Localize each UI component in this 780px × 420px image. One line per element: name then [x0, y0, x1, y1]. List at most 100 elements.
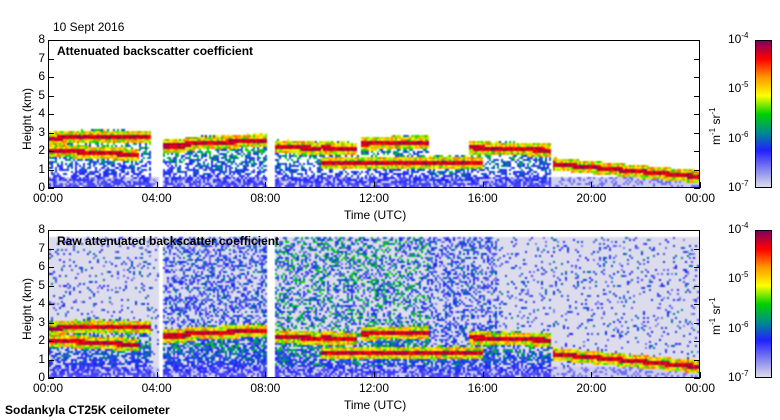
x-tick-label: 08:00 [250, 381, 281, 395]
plot-title: Attenuated backscatter coefficient [57, 44, 254, 58]
x-tick-label: 04:00 [141, 191, 172, 205]
x-tick [374, 182, 375, 188]
x-tick-label: 00:00 [32, 381, 64, 395]
y-tick [694, 40, 700, 41]
y-tick-label: 5 [38, 277, 45, 292]
colorbar-tick-label: 10-5 [728, 270, 749, 286]
y-tick [48, 151, 54, 152]
y-tick [48, 58, 54, 60]
x-tick-label: 08:00 [250, 191, 281, 205]
x-tick-label: 12:00 [358, 191, 390, 205]
y-tick [694, 322, 700, 324]
x-tick [591, 182, 593, 188]
x-tick-label: 04:00 [141, 381, 172, 395]
y-tick [694, 267, 700, 268]
x-axis-label: Time (UTC) [344, 208, 407, 222]
y-tick-label: 2 [38, 143, 45, 157]
y-tick [694, 114, 700, 115]
y-tick [48, 132, 54, 134]
y-tick [694, 58, 700, 60]
y-tick [48, 114, 54, 115]
heatmap-plot: Raw attenuated backscatter coefficient [48, 230, 700, 378]
x-tick [374, 372, 375, 378]
x-tick-label: 12:00 [358, 381, 390, 395]
y-tick [694, 304, 700, 305]
y-tick-label: 1 [38, 351, 45, 366]
y-tick [48, 341, 54, 342]
y-tick [48, 230, 54, 231]
y-tick [694, 188, 700, 189]
colorbar [755, 230, 772, 378]
y-tick-label: 5 [38, 87, 45, 102]
y-tick [694, 378, 700, 379]
x-tick [700, 182, 701, 188]
colorbar [755, 40, 772, 188]
x-tick [700, 372, 701, 378]
y-tick [694, 169, 700, 171]
x-tick-label: 00:00 [684, 191, 716, 205]
y-tick-label: 0 [38, 370, 45, 384]
x-tick [591, 372, 593, 378]
colorbar-tick-label: 10-4 [728, 221, 749, 236]
y-tick-label: 3 [38, 124, 45, 139]
y-tick [694, 230, 700, 231]
colorbar-tick-label: 10-6 [728, 319, 749, 335]
y-tick-label: 8 [38, 32, 45, 46]
x-axis-label: Time (UTC) [344, 398, 407, 412]
y-tick [694, 341, 700, 342]
x-tick [48, 182, 49, 188]
y-tick [48, 188, 54, 189]
y-tick [694, 95, 700, 97]
colorbar-tick-label: 10-4 [728, 31, 749, 46]
y-tick-label: 3 [38, 314, 45, 329]
y-tick-label: 6 [38, 69, 45, 83]
y-tick [48, 304, 54, 305]
x-tick [265, 372, 267, 378]
x-tick [48, 372, 49, 378]
y-tick [48, 169, 54, 171]
date-label: 10 Sept 2016 [53, 20, 125, 34]
y-tick-label: 8 [38, 222, 45, 236]
y-tick-label: 4 [38, 106, 45, 120]
x-tick [156, 372, 158, 378]
y-tick-label: 7 [38, 240, 45, 255]
y-tick [48, 248, 54, 250]
colorbar-tick-label: 10-7 [728, 179, 749, 194]
y-tick-label: 0 [38, 180, 45, 194]
x-tick-label: 00:00 [32, 191, 64, 205]
x-tick [482, 182, 484, 188]
y-tick-label: 1 [38, 161, 45, 176]
x-tick [482, 372, 484, 378]
y-tick [694, 151, 700, 152]
y-tick [48, 267, 54, 268]
x-tick-label: 16:00 [467, 191, 498, 205]
y-tick [694, 248, 700, 250]
y-tick [48, 378, 54, 379]
y-tick-label: 2 [38, 333, 45, 347]
y-tick [48, 77, 54, 78]
y-tick-label: 6 [38, 259, 45, 273]
instrument-label: Sodankyla CT25K ceilometer [5, 403, 170, 417]
y-tick [48, 359, 54, 361]
x-tick-label: 20:00 [576, 381, 607, 395]
x-tick-label: 20:00 [576, 191, 607, 205]
backscatter-heatmap [49, 41, 699, 187]
y-tick [694, 285, 700, 287]
y-tick-label: 7 [38, 50, 45, 65]
y-tick [48, 285, 54, 287]
y-tick [48, 40, 54, 41]
x-tick [156, 182, 158, 188]
y-tick [694, 359, 700, 361]
colorbar-units-label: m-1 sr-1 [708, 297, 723, 335]
colorbar-units-label: m-1 sr-1 [708, 107, 723, 145]
x-tick [265, 182, 267, 188]
colorbar-tick-label: 10-6 [728, 129, 749, 145]
y-tick [48, 322, 54, 324]
heatmap-plot: Attenuated backscatter coefficient [48, 40, 700, 188]
y-tick [694, 132, 700, 134]
y-tick [694, 77, 700, 78]
backscatter-heatmap [49, 231, 699, 377]
y-tick-label: 4 [38, 296, 45, 310]
x-tick-label: 16:00 [467, 381, 498, 395]
plot-title: Raw attenuated backscatter coefficient [57, 234, 280, 248]
